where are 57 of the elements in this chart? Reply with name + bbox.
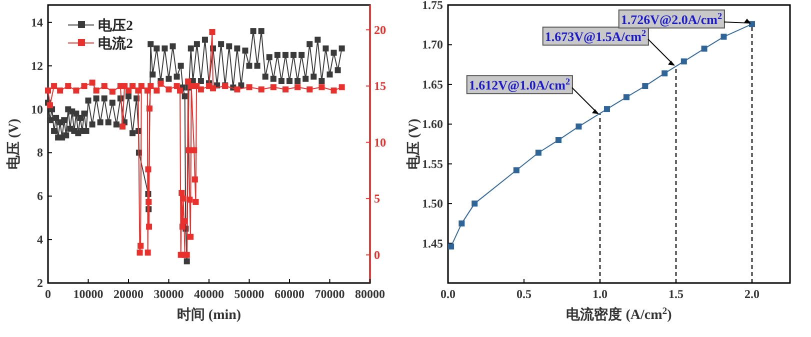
y-tick-label: 1.70: [422, 38, 443, 52]
y-axis-title: 电压 (V): [6, 118, 22, 170]
point: [749, 21, 755, 28]
point: [556, 137, 562, 144]
y2-tick-label: 15: [374, 79, 386, 94]
y-tick-label: 6: [37, 189, 43, 204]
point: [604, 106, 610, 112]
y-tick-label: 1.55: [422, 156, 443, 171]
point: [472, 200, 478, 207]
annotation: 1.726V@2.0A/cm$^{2}$: [620, 11, 722, 27]
x-tick-label: 10000: [73, 287, 104, 301]
x-tick-label: 0.5: [516, 287, 532, 301]
y-tick-label: 4: [37, 232, 43, 247]
x-tick-label: 60000: [274, 287, 304, 301]
y-tick-label: 1.75: [422, 0, 443, 12]
point: [576, 124, 582, 130]
x-tick-label: 80000: [355, 287, 385, 301]
y2-tick-label: 0: [374, 248, 380, 262]
x-tick-label: 2.0: [744, 287, 760, 301]
y-tick-label: 1.65: [422, 77, 443, 92]
y-tick-label: 1.60: [422, 117, 443, 132]
x-tick-label: 0: [45, 287, 51, 301]
y-tick-label: 10: [31, 102, 43, 116]
x-tick-label: 1.5: [668, 287, 684, 301]
point: [720, 34, 727, 40]
y2-tick-label: 5: [374, 192, 380, 206]
x-tick-label: 0.0: [440, 287, 456, 301]
y2-tick-label: 20: [374, 22, 386, 37]
y-tick-label: 14: [31, 15, 43, 30]
point: [680, 58, 687, 64]
y-tick-label: 2: [37, 276, 43, 290]
y-tick-label: 1.45: [422, 236, 443, 250]
point: [535, 150, 542, 156]
legend-label: 电压2: [98, 18, 133, 34]
x-tick-label: 40000: [194, 287, 224, 301]
x-tick-label: 1.0: [592, 287, 608, 301]
point: [458, 220, 465, 226]
annotation: 1.612V@1.0A/cm$^{2}$: [468, 76, 570, 93]
x-axis-title: 时间 (min): [176, 307, 242, 323]
point: [662, 70, 668, 76]
point: [642, 83, 648, 90]
annotation: 1.673V@1.5A/cm$^{2}$: [544, 28, 646, 44]
x-axis-title: 电流密度 (A/cm$^{2}$): [566, 306, 672, 323]
y-tick-label: 12: [31, 58, 43, 73]
x-tick-label: 20000: [114, 287, 144, 301]
y-tick-label: 1.50: [422, 196, 443, 211]
point: [623, 94, 630, 100]
legend-label: 电流2: [98, 35, 133, 52]
x-tick-label: 70000: [314, 287, 345, 301]
point: [448, 243, 454, 250]
y-tick-label: 8: [37, 146, 43, 160]
x-tick-label: 50000: [234, 287, 264, 301]
point: [701, 46, 708, 52]
x-tick-label: 30000: [154, 287, 184, 301]
y2-tick-label: 10: [374, 135, 386, 150]
y-axis-title: 电压 (V): [406, 118, 422, 170]
point: [513, 167, 520, 174]
